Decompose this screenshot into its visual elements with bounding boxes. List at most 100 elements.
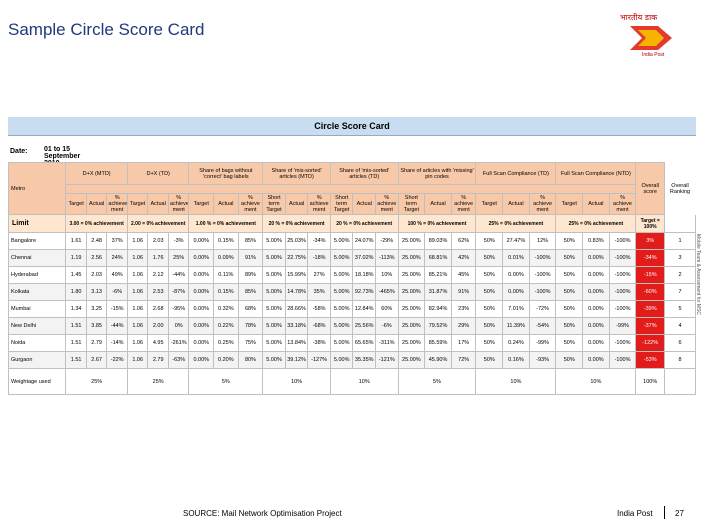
table-row: Noida 1.51 2.79 -14% 1.06 4.95 -261% 0.00% 0.25%… [7,334,696,352]
table-cell: 1.06 [126,300,149,318]
overall-score-cell: -37% [635,317,666,335]
table-cell: 91% [450,283,477,301]
table-cell: 45.90% [424,351,452,369]
table-cell: 18.18% [352,266,376,284]
table-cell: 85% [237,232,264,250]
achievement-header: % achieve ment [237,193,264,215]
short-term-target-header: Short term Target [262,193,286,215]
table-cell: 15.99% [284,266,309,284]
short-term-target-header: Short term Target [397,193,426,215]
table-cell: 50% [555,283,584,301]
table-cell: -127% [307,351,331,369]
table-cell: 50% [475,232,504,250]
metro-header: Metro [7,162,67,215]
table-cell: 1.51 [65,334,87,352]
table-cell: 50% [555,334,584,352]
achievement-header: % achieve ment [375,193,399,215]
table-cell: -100% [608,266,637,284]
metro-cell: Bangalore [7,232,67,250]
table-cell: 11.39% [502,317,530,335]
table-cell: 0.15% [213,283,239,301]
limit-label: Limit [7,214,67,233]
table-cell: 25.00% [397,249,426,267]
table-cell: 5.00% [262,249,286,267]
table-cell: 31.87% [424,283,452,301]
table-cell: -72% [528,300,557,318]
table-cell: -44% [106,317,128,335]
achievement-header: % achieve ment [167,193,190,215]
metro-cell: Gurgaon [7,351,67,369]
table-cell: 3.85 [85,317,108,335]
limit-row: Limit 3.00 = 0% achievement 2.00 = 0% ac… [7,214,696,233]
table-cell: 50% [475,351,504,369]
table-cell: 14.78% [284,283,309,301]
header-spacer [65,184,637,194]
table-cell: -14% [106,334,128,352]
table-cell: 13.84% [284,334,309,352]
table-cell: 28.66% [284,300,309,318]
table-cell: 2.79 [147,351,169,369]
table-cell: -68% [307,317,331,335]
overall-score-cell: -15% [635,266,666,284]
table-cell: 50% [555,300,584,318]
table-cell: 7.01% [502,300,530,318]
overall-rank-cell: 2 [664,266,696,284]
weightage-total: 100% [635,368,666,395]
table-cell: 60% [375,300,399,318]
overall-score-cell: -60% [635,283,666,301]
table-cell: -311% [375,334,399,352]
table-cell: 2.79 [85,334,108,352]
table-cell: -100% [528,266,557,284]
table-cell: -100% [608,300,637,318]
table-cell: 75% [237,334,264,352]
group-header: Share of articles with 'missing' pin cod… [397,162,477,185]
table-cell: 25.00% [397,351,426,369]
table-cell: 2.68 [147,300,169,318]
table-cell: -6% [106,283,128,301]
actual-header: Actual [424,193,452,215]
table-cell: 49% [106,266,128,284]
table-cell: -29% [375,232,399,250]
table-cell: 0.00% [582,334,610,352]
table-cell: 5.00% [262,266,286,284]
table-cell: 1.06 [126,351,149,369]
table-cell: 5.00% [329,266,354,284]
overall-score-cell: -39% [635,300,666,318]
limit-value: 25% = 0% achievement [475,214,557,233]
table-cell: 5.00% [329,283,354,301]
group-header: Share of 'mis-sorted' articles (MTD) [262,162,331,185]
overall-score-cell: -53% [635,351,666,369]
table-row: Chennai 1.19 2.56 24% 1.06 1.76 25% 0.00% 0.09% 9… [7,249,696,267]
table-cell: 5.00% [329,249,354,267]
overall-score-header: Overall score [635,162,666,215]
table-cell: -38% [307,334,331,352]
overall-rank-cell: 8 [664,351,696,369]
table-cell: 2.56 [85,249,108,267]
table-cell: 0% [167,317,190,335]
table-cell: 17% [450,334,477,352]
table-cell: -261% [167,334,190,352]
table-cell: -100% [528,283,557,301]
table-cell: 50% [555,351,584,369]
table-cell: 1.06 [126,283,149,301]
limit-value: 20 % = 0% achievement [262,214,331,233]
table-cell: 50% [475,249,504,267]
overall-rank-cell: 4 [664,317,696,335]
table-cell: 39.12% [284,351,309,369]
table-cell: 50% [475,317,504,335]
target-header: Target [126,193,149,215]
table-cell: 50% [475,266,504,284]
table-cell: 1.06 [126,317,149,335]
actual-header: Actual [147,193,169,215]
weightage-cell: 10% [555,368,637,395]
table-cell: 1.06 [126,249,149,267]
group-header: Share of 'mis-sorted' articles (TD) [329,162,399,185]
table-cell: 0.25% [213,334,239,352]
side-note: Mobile Team & Assessment for MSC [695,234,701,316]
table-row: New Delhi 1.51 3.85 -44% 1.06 2.00 0% 0.00% 0.22… [7,317,696,335]
achievement-header: % achieve ment [307,193,331,215]
table-cell: -3% [167,232,190,250]
table-cell: 5.00% [262,283,286,301]
table-cell: 2.48 [85,232,108,250]
table-cell: 1.80 [65,283,87,301]
